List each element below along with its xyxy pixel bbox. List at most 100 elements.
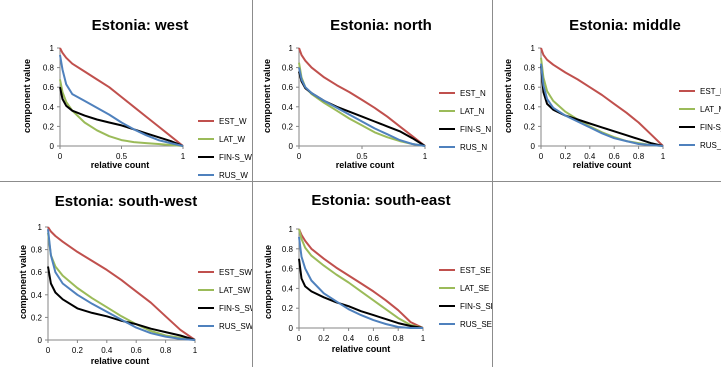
x-axis-label: relative count bbox=[336, 160, 395, 170]
chart-svg: Estonia: south-west 0 0.2 0.4 0.6 0.8 1 0 0.2 0.4… bbox=[18, 193, 253, 366]
legend-label: EST_SW bbox=[219, 268, 252, 277]
y-tick-label: 1 bbox=[289, 225, 294, 234]
y-tick-label: 1 bbox=[289, 44, 294, 53]
y-tick-label: 1 bbox=[531, 44, 536, 53]
y-tick-label: 0 bbox=[289, 142, 294, 151]
legend-label: EST_N bbox=[460, 89, 486, 98]
y-tick-label: 0.4 bbox=[282, 103, 294, 112]
chart-title: Estonia: west bbox=[92, 17, 189, 34]
chart-title: Estonia: middle bbox=[569, 17, 681, 34]
y-axis-label: component value bbox=[22, 59, 32, 133]
series-line-rus bbox=[59, 54, 184, 147]
x-tick-label: 1 bbox=[661, 152, 666, 161]
x-tick-label: 0 bbox=[58, 152, 63, 161]
legend-label: RUS_SE bbox=[460, 320, 492, 329]
y-tick-label: 0.2 bbox=[282, 304, 294, 313]
legend-label: LAT_W bbox=[219, 135, 246, 144]
legend-label: LAT_SW bbox=[219, 286, 251, 295]
series-line-rus bbox=[540, 63, 664, 147]
legend-label: EST_SE bbox=[460, 266, 491, 275]
legend-label: FIN-S_SE bbox=[460, 302, 493, 311]
y-tick-label: 0.8 bbox=[282, 245, 294, 254]
y-tick-label: 0.8 bbox=[31, 246, 43, 255]
y-axis-label: component value bbox=[263, 245, 273, 319]
x-tick-label: 0.2 bbox=[318, 334, 330, 343]
y-tick-label: 0.4 bbox=[43, 103, 55, 112]
y-axis-label: component value bbox=[18, 245, 28, 319]
series-line-lat bbox=[298, 62, 426, 147]
x-tick-label: 0.8 bbox=[160, 346, 172, 355]
x-tick-label: 1 bbox=[193, 346, 198, 355]
y-tick-label: 0.4 bbox=[282, 284, 294, 293]
series-line-est bbox=[540, 47, 664, 147]
x-tick-label: 0.4 bbox=[101, 346, 113, 355]
series-line-fin-s bbox=[298, 71, 426, 147]
y-tick-label: 0.8 bbox=[524, 64, 536, 73]
chart-title: Estonia: north bbox=[330, 17, 432, 34]
series-line-est bbox=[298, 47, 426, 147]
x-axis-label: relative count bbox=[91, 356, 150, 366]
chart-title: Estonia: south-west bbox=[55, 193, 198, 210]
y-tick-label: 0.6 bbox=[43, 83, 55, 92]
chart-svg: Estonia: west 0 0.2 0.4 0.6 0.8 1 0 0.5 1 componen… bbox=[22, 17, 252, 180]
series-line-lat bbox=[59, 79, 184, 147]
x-tick-label: 0.8 bbox=[633, 152, 645, 161]
chart-title: Estonia: south-east bbox=[311, 192, 450, 209]
x-tick-label: 0.5 bbox=[116, 152, 128, 161]
legend-label: RUS_W bbox=[219, 171, 248, 180]
x-tick-label: 0.4 bbox=[584, 152, 596, 161]
legend-label: RUS_M bbox=[700, 141, 721, 150]
x-tick-label: 0 bbox=[297, 334, 302, 343]
y-tick-label: 0 bbox=[38, 336, 43, 345]
series-line-lat bbox=[298, 228, 424, 329]
series-line-fin-s bbox=[47, 266, 196, 341]
y-tick-label: 1 bbox=[50, 44, 55, 53]
x-axis-label: relative count bbox=[332, 344, 391, 354]
legend-label: FIN-S_N bbox=[460, 125, 491, 134]
series-line-rus bbox=[298, 67, 426, 147]
legend-label: FIN-S_M bbox=[700, 123, 721, 132]
y-axis-label: component value bbox=[503, 59, 513, 133]
y-tick-label: 0 bbox=[50, 142, 55, 151]
x-tick-label: 0.8 bbox=[393, 334, 405, 343]
chart-panel-south-west: Estonia: south-west 0 0.2 0.4 0.6 0.8 1 0 0.2 0.4… bbox=[0, 182, 253, 367]
x-tick-label: 1 bbox=[181, 152, 186, 161]
x-axis-label: relative count bbox=[573, 160, 632, 170]
y-tick-label: 0.2 bbox=[43, 122, 55, 131]
y-tick-label: 0.6 bbox=[282, 265, 294, 274]
y-tick-label: 0 bbox=[531, 142, 536, 151]
y-tick-label: 0.8 bbox=[282, 64, 294, 73]
legend-label: EST_M bbox=[700, 87, 721, 96]
x-tick-label: 0 bbox=[46, 346, 51, 355]
series-line-rus bbox=[47, 229, 196, 341]
x-tick-label: 0 bbox=[539, 152, 544, 161]
series-line-rus bbox=[298, 236, 423, 329]
y-tick-label: 0.6 bbox=[282, 83, 294, 92]
series-line-fin-s bbox=[298, 258, 424, 329]
series-line-lat bbox=[47, 232, 196, 341]
y-tick-label: 0.6 bbox=[524, 83, 536, 92]
y-tick-label: 0 bbox=[289, 324, 294, 333]
x-tick-label: 1 bbox=[423, 152, 428, 161]
y-tick-label: 0.2 bbox=[282, 122, 294, 131]
legend-label: RUS_N bbox=[460, 143, 487, 152]
legend-label: LAT_M bbox=[700, 105, 721, 114]
series-line-est bbox=[298, 228, 424, 329]
y-tick-label: 0.6 bbox=[31, 268, 43, 277]
x-axis-label: relative count bbox=[91, 160, 150, 170]
x-tick-label: 0.2 bbox=[72, 346, 84, 355]
y-tick-label: 0.2 bbox=[31, 313, 43, 322]
y-tick-label: 0.4 bbox=[524, 103, 536, 112]
legend-label: RUS_SW bbox=[219, 322, 253, 331]
legend-label: EST_W bbox=[219, 117, 247, 126]
y-tick-label: 0.8 bbox=[43, 64, 55, 73]
x-tick-label: 0.2 bbox=[560, 152, 572, 161]
legend-label: FIN-S_W bbox=[219, 153, 252, 162]
chart-svg: Estonia: middle 0 0.2 0.4 0.6 0.8 1 0 0.2 0.4 0.6 0… bbox=[503, 17, 721, 170]
series-line-est bbox=[47, 226, 196, 341]
x-tick-label: 0.4 bbox=[343, 334, 355, 343]
y-tick-label: 0.4 bbox=[31, 291, 43, 300]
chart-panel-north: Estonia: north 0 0.2 0.4 0.6 0.8 1 0 0.5 1 compone… bbox=[253, 0, 493, 182]
chart-panel-south-east: Estonia: south-east 0 0.2 0.4 0.6 0.8 1 0 0.2 0.4… bbox=[253, 182, 493, 367]
legend-label: LAT_N bbox=[460, 107, 485, 116]
